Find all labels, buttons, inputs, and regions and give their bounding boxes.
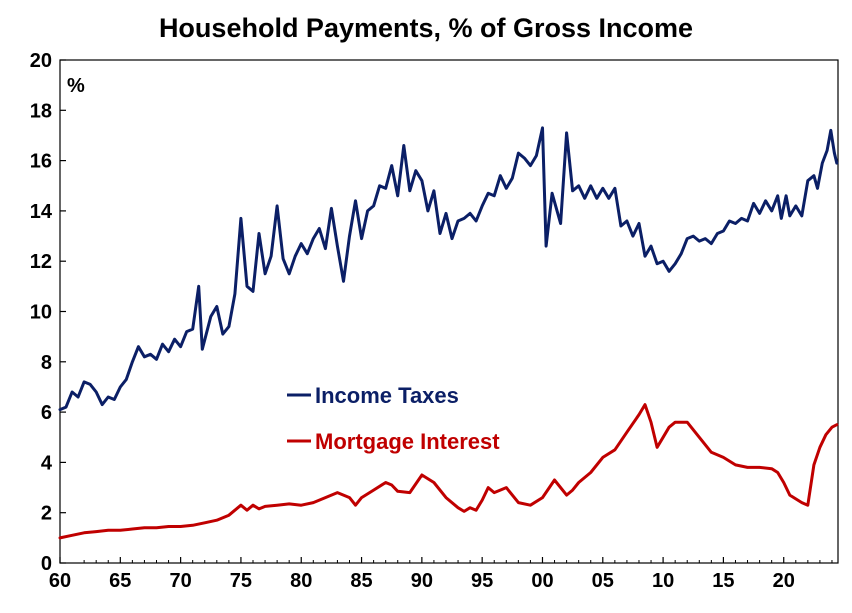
y-tick-label: 6 <box>41 402 52 424</box>
x-tick-label: 90 <box>411 570 433 592</box>
x-tick-label: 65 <box>109 570 131 592</box>
y-tick-label: 20 <box>30 50 52 72</box>
y-tick-label: 10 <box>30 302 52 324</box>
unit-label: % <box>67 75 85 97</box>
x-axis: 60 65 70 75 80 85 90 95 00 05 10 15 20 <box>49 557 833 592</box>
x-tick-label: 10 <box>652 570 674 592</box>
x-tick-label: 15 <box>712 570 734 592</box>
x-tick-label: 20 <box>773 570 795 592</box>
x-tick-label: 85 <box>350 570 372 592</box>
y-tick-label: 18 <box>30 100 52 122</box>
y-tick-label: 12 <box>30 251 52 273</box>
y-tick-label: 2 <box>41 503 52 525</box>
x-tick-label: 60 <box>49 570 71 592</box>
y-tick-label: 8 <box>41 352 52 374</box>
x-tick-label: 80 <box>290 570 312 592</box>
x-tick-label: 95 <box>471 570 493 592</box>
plot-area <box>59 59 839 564</box>
legend: Income Taxes Mortgage Interest <box>287 383 500 454</box>
series-line-mortgage-interest <box>58 403 839 540</box>
x-tick-label: 75 <box>230 570 252 592</box>
y-tick-label: 16 <box>30 151 52 173</box>
y-axis: 0 2 4 6 8 10 12 14 16 18 20 <box>30 50 66 575</box>
x-tick-label: 00 <box>531 570 553 592</box>
legend-label: Income Taxes <box>315 383 459 408</box>
legend-label: Mortgage Interest <box>315 429 500 454</box>
y-tick-label: 14 <box>30 201 53 223</box>
x-tick-label: 70 <box>169 570 191 592</box>
y-tick-label: 0 <box>41 553 52 575</box>
y-tick-label: 4 <box>41 452 53 474</box>
series-layer <box>58 126 839 540</box>
series-line-income-taxes <box>58 126 839 412</box>
chart-title: Household Payments, % of Gross Income <box>159 13 693 43</box>
x-tick-label: 05 <box>592 570 614 592</box>
